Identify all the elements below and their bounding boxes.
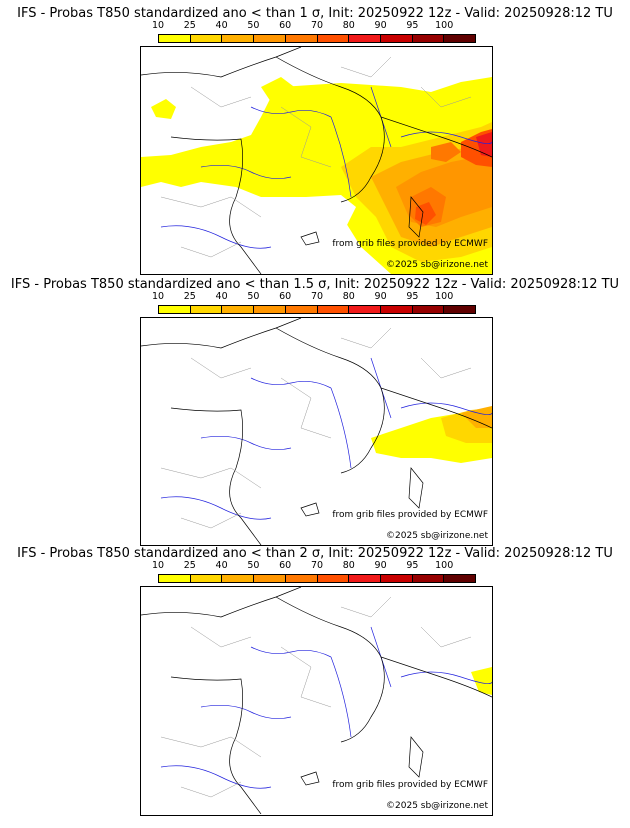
borders — [141, 47, 492, 274]
colorbar-segment — [349, 575, 381, 582]
colorbar-segment — [380, 35, 413, 42]
colorbar-segment — [190, 306, 223, 313]
colorbar-tick: 80 — [342, 291, 355, 302]
colorbar-segment — [159, 35, 191, 42]
copyright-credit: ©2025 sb@irizone.net — [386, 260, 488, 270]
colorbar-segment — [222, 306, 255, 313]
colorbar-segment — [444, 35, 476, 42]
colorbar-tick: 10 — [151, 560, 165, 571]
admin-boundaries — [160, 56, 472, 258]
colorbar-segment — [190, 575, 223, 582]
colorbar-segment — [190, 35, 223, 42]
colorbar-segment — [317, 575, 350, 582]
borders — [141, 587, 492, 814]
probability-field — [141, 77, 492, 274]
colorbar-tick: 50 — [247, 291, 260, 302]
admin-boundaries — [160, 327, 472, 529]
map-canvas — [141, 318, 492, 545]
probability-map: from grib files provided by ECMWF ©2025 … — [140, 46, 493, 275]
colorbar-segment — [349, 306, 381, 313]
colorbar-segment — [222, 575, 255, 582]
copyright-credit: ©2025 sb@irizone.net — [386, 801, 488, 811]
probability-field — [471, 667, 492, 695]
colorbar-tick: 95 — [406, 291, 419, 302]
colorbar-tick: 95 — [406, 20, 419, 31]
colorbar-segment — [444, 306, 476, 313]
colorbar-tick: 50 — [247, 20, 260, 31]
colorbar-segment — [159, 306, 191, 313]
colorbar-tick: 80 — [342, 20, 355, 31]
colorbar-segment — [412, 575, 445, 582]
colorbar-tick: 40 — [215, 560, 228, 571]
colorbar-segment — [349, 35, 381, 42]
colorbar-segment — [254, 35, 286, 42]
colorbar-tick: 60 — [279, 291, 292, 302]
colorbar-segment — [380, 306, 413, 313]
colorbar-ticks: 10 25 40 50 60 70 80 90 95 100 — [152, 560, 476, 572]
colorbar-tick: 70 — [310, 20, 324, 31]
colorbar-segment — [285, 306, 318, 313]
mediterranean-gap — [306, 195, 356, 232]
colorbar-segment — [444, 575, 476, 582]
colorbar-segment — [317, 306, 350, 313]
colorbar-tick: 10 — [151, 291, 165, 302]
probability-field — [371, 406, 492, 463]
probability-map: from grib files provided by ECMWF ©2025 … — [140, 317, 493, 546]
colorbar-tick: 60 — [279, 560, 292, 571]
data-source-credit: from grib files provided by ECMWF — [332, 239, 488, 249]
colorbar-tick: 25 — [183, 291, 196, 302]
panel-title: IFS - Probas T850 standardized ano < tha… — [10, 277, 620, 292]
map-panel-2: IFS - Probas T850 standardized ano < tha… — [0, 277, 630, 547]
colorbar-tick: 70 — [310, 560, 324, 571]
colorbar-segment — [380, 575, 413, 582]
colorbar-tick: 25 — [183, 560, 196, 571]
data-source-credit: from grib files provided by ECMWF — [332, 510, 488, 520]
colorbar-segment — [285, 575, 318, 582]
colorbar-segment — [254, 306, 286, 313]
colorbar-tick: 10 — [151, 20, 165, 31]
colorbar-segment — [254, 575, 286, 582]
colorbar-segment — [412, 306, 445, 313]
colorbar-tick: 100 — [435, 291, 454, 302]
borders — [141, 318, 492, 545]
colorbar-segment — [222, 35, 255, 42]
map-canvas — [141, 587, 492, 814]
map-panel-3: IFS - Probas T850 standardized ano < tha… — [0, 546, 630, 822]
colorbar-tick: 90 — [374, 291, 387, 302]
map-panel-1: IFS - Probas T850 standardized ano < tha… — [0, 6, 630, 278]
colorbar-ticks: 10 25 40 50 60 70 80 90 95 100 — [152, 20, 476, 32]
colorbar-tick: 50 — [247, 560, 260, 571]
colorbar-tick: 90 — [374, 560, 387, 571]
admin-boundaries — [160, 596, 472, 798]
colorbar — [158, 305, 476, 314]
colorbar-tick: 60 — [279, 20, 292, 31]
map-canvas — [141, 47, 492, 274]
colorbar-tick: 70 — [310, 291, 324, 302]
copyright-credit: ©2025 sb@irizone.net — [386, 531, 488, 541]
rivers — [160, 86, 492, 249]
colorbar-segment — [317, 35, 350, 42]
colorbar-segment — [412, 35, 445, 42]
colorbar-tick: 80 — [342, 560, 355, 571]
colorbar — [158, 34, 476, 43]
colorbar-segment — [159, 575, 191, 582]
colorbar-tick: 100 — [435, 560, 454, 571]
colorbar-segment — [285, 35, 318, 42]
colorbar — [158, 574, 476, 583]
panel-title: IFS - Probas T850 standardized ano < tha… — [17, 546, 613, 561]
colorbar-ticks: 10 25 40 50 60 70 80 90 95 100 — [152, 291, 476, 303]
colorbar-tick: 100 — [435, 20, 454, 31]
colorbar-tick: 90 — [374, 20, 387, 31]
colorbar-tick: 40 — [215, 20, 228, 31]
rivers — [160, 626, 492, 789]
colorbar-tick: 25 — [183, 20, 196, 31]
probability-map: from grib files provided by ECMWF ©2025 … — [140, 586, 493, 816]
panel-title: IFS - Probas T850 standardized ano < tha… — [17, 6, 613, 21]
data-source-credit: from grib files provided by ECMWF — [332, 780, 488, 790]
colorbar-tick: 40 — [215, 291, 228, 302]
colorbar-tick: 95 — [406, 560, 419, 571]
